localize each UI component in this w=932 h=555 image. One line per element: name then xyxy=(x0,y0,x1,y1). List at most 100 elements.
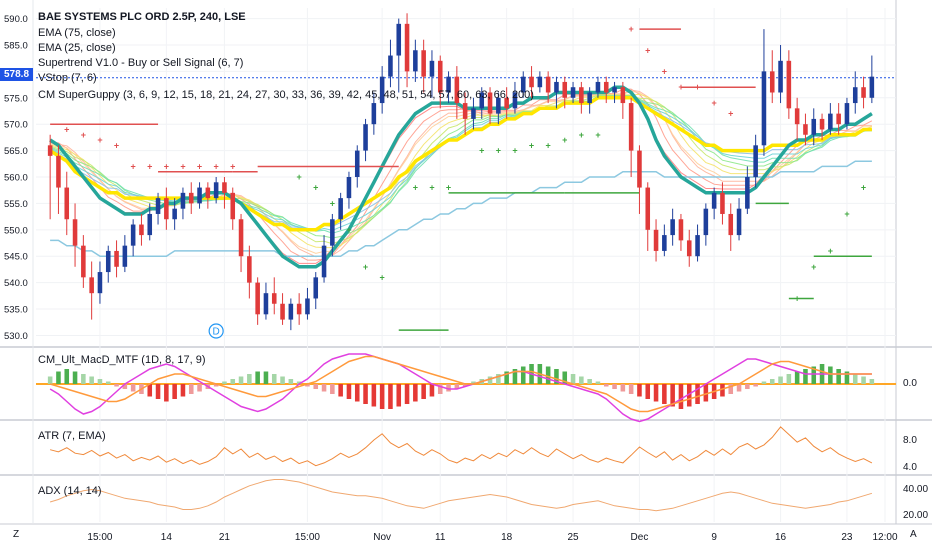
candle-body xyxy=(354,150,360,177)
macd-histogram-bar xyxy=(554,369,559,384)
macd-histogram-bar xyxy=(363,384,368,404)
supertrend-marker: + xyxy=(546,140,551,150)
candle-body xyxy=(487,92,493,114)
timezone-button[interactable]: Z xyxy=(13,529,20,540)
candle-body xyxy=(164,198,169,220)
guppy-ribbon-line xyxy=(49,95,873,239)
legend-vstop: VStop (7, 6) xyxy=(38,72,97,84)
macd-histogram-bar xyxy=(628,384,634,394)
candle-body xyxy=(819,118,825,130)
macd-histogram-bar xyxy=(603,384,609,387)
candle-body xyxy=(81,245,86,278)
price-tick-label: 560.0 xyxy=(4,173,28,184)
candle-body xyxy=(869,76,875,98)
macd-histogram-bar xyxy=(188,384,194,394)
candle-body xyxy=(728,213,734,236)
time-tick-label: 15:00 xyxy=(295,532,320,543)
candle-body xyxy=(686,240,692,257)
supertrend-marker: + xyxy=(64,124,69,134)
candle-body xyxy=(155,198,161,214)
macd-histogram-bar xyxy=(579,376,584,384)
candle-body xyxy=(612,87,617,93)
macd-histogram-bar xyxy=(321,384,327,392)
candle-body xyxy=(346,177,352,199)
macd-histogram-bar xyxy=(612,384,617,389)
time-tick-label: 16 xyxy=(775,532,787,543)
candle-body xyxy=(778,60,783,93)
candle-body xyxy=(89,277,94,294)
candle-body xyxy=(653,229,659,251)
candle-body xyxy=(769,71,775,93)
price-tick-label: 535.0 xyxy=(4,305,28,316)
legend-ema25: EMA (25, close) xyxy=(38,42,116,54)
candle-body xyxy=(404,23,410,72)
macd-histogram-bar xyxy=(180,384,186,397)
candle-body xyxy=(197,187,202,204)
plot-layer: + + + + + + + + + + + + + + + + + + + + + + + + + + + + + + + + + + + + + + + +… xyxy=(47,13,875,512)
candle-body xyxy=(172,208,177,220)
guppy-ribbon-line xyxy=(49,96,872,232)
macd-zero-tick: 0.0 xyxy=(903,378,917,389)
supertrend-marker: + xyxy=(678,82,683,92)
time-tick-label: 25 xyxy=(567,532,579,543)
macd-histogram-bar xyxy=(761,381,767,384)
candle-body xyxy=(595,81,601,93)
time-tick-label: Nov xyxy=(373,532,391,543)
candle-body xyxy=(662,235,667,251)
adx-tick-20: 20.00 xyxy=(903,510,928,521)
candle-body xyxy=(371,103,377,125)
price-tick-label: 575.0 xyxy=(4,93,28,104)
supertrend-marker: + xyxy=(595,130,600,140)
candle-body xyxy=(836,113,841,125)
macd-histogram-bar xyxy=(562,371,568,384)
supertrend-marker: + xyxy=(346,225,351,235)
macd-histogram-bar xyxy=(811,366,817,384)
atr-tick-8: 8.0 xyxy=(903,435,917,446)
candle-body xyxy=(271,293,277,304)
candle-body xyxy=(620,87,626,104)
candle-body xyxy=(421,50,426,77)
macd-histogram-bar xyxy=(388,384,393,409)
candle-body xyxy=(413,50,418,72)
candle-body xyxy=(305,298,310,315)
candle-body xyxy=(828,113,833,130)
candle-body xyxy=(388,55,393,77)
macd-histogram-bar xyxy=(587,379,592,384)
macd-histogram-bar xyxy=(728,384,734,394)
auto-scale-button[interactable]: A xyxy=(910,529,917,540)
macd-histogram-bar xyxy=(828,366,833,384)
macd-histogram-bar xyxy=(595,381,601,384)
candle-body xyxy=(222,182,227,193)
supertrend-marker: + xyxy=(197,161,202,171)
supertrend-marker: + xyxy=(529,140,534,150)
macd-histogram-bar xyxy=(745,384,750,389)
macd-histogram-bar xyxy=(213,384,219,387)
candle-body xyxy=(247,256,252,283)
time-tick-label: 18 xyxy=(501,532,513,543)
supertrend-marker: + xyxy=(131,161,136,171)
macd-histogram-bar xyxy=(869,379,875,384)
candle-body xyxy=(670,219,675,236)
candle-body xyxy=(695,235,700,257)
macd-histogram-bar xyxy=(371,384,377,407)
candle-body xyxy=(429,60,435,77)
macd-histogram-bar xyxy=(736,384,742,392)
time-tick-label: 15:00 xyxy=(87,532,112,543)
supertrend-marker: + xyxy=(712,98,717,108)
candle-body xyxy=(64,187,70,220)
macd-histogram-bar xyxy=(413,384,418,402)
candle-body xyxy=(861,87,866,98)
price-tick-label: 590.0 xyxy=(4,14,28,25)
adx-pane-label: ADX (14, 14) xyxy=(38,485,102,497)
macd-histogram-bar xyxy=(379,384,385,409)
macd-histogram-bar xyxy=(670,384,675,407)
supertrend-marker: + xyxy=(214,161,219,171)
candle-body xyxy=(637,150,642,188)
supertrend-marker: + xyxy=(114,140,119,150)
macd-histogram-bar xyxy=(662,384,667,404)
candle-body xyxy=(180,192,186,209)
candle-body xyxy=(188,192,194,204)
